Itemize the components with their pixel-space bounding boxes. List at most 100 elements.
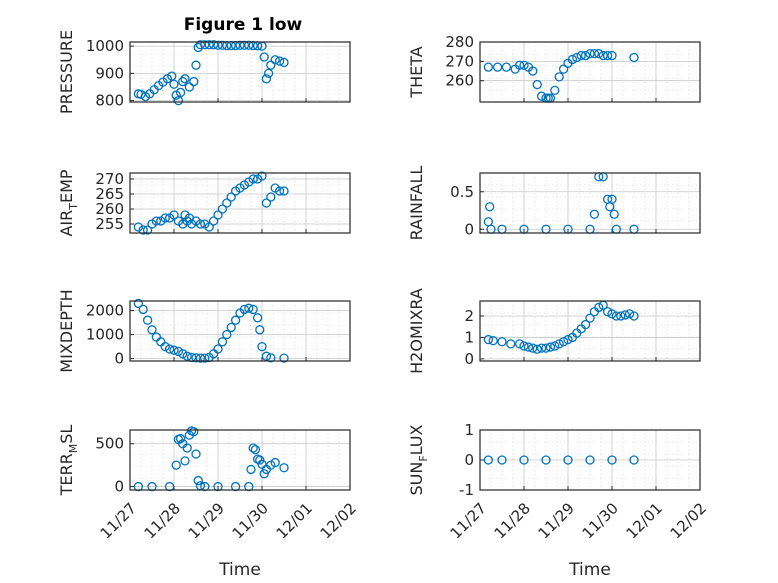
y-tick-label: 1 xyxy=(464,421,474,439)
data-point xyxy=(217,337,228,347)
data-point xyxy=(514,339,525,349)
figure-title: Figure 1 low xyxy=(184,15,303,35)
axes-frame xyxy=(129,300,351,362)
data-point xyxy=(191,60,201,70)
data-point xyxy=(270,457,280,468)
y-tick-label: 280 xyxy=(445,33,474,51)
data-point xyxy=(589,48,600,59)
data-point xyxy=(580,319,591,330)
data-point xyxy=(226,322,236,333)
axes-frame xyxy=(479,300,701,362)
data-point xyxy=(541,455,551,465)
x-tick-label: 11/27 xyxy=(97,499,140,542)
data-point xyxy=(602,307,613,317)
data-point xyxy=(182,443,192,453)
data-point xyxy=(138,304,148,315)
data-point xyxy=(602,50,613,61)
data-point xyxy=(519,341,529,351)
data-point xyxy=(248,174,258,184)
data-point xyxy=(182,351,192,361)
data-point xyxy=(169,345,179,355)
data-point xyxy=(620,310,630,320)
data-point xyxy=(594,302,604,313)
data-point xyxy=(270,55,280,65)
data-point xyxy=(519,60,529,70)
data-point xyxy=(589,209,600,219)
data-point xyxy=(580,50,591,61)
y-tick-label: 255 xyxy=(95,215,124,233)
y-tick-label: 260 xyxy=(445,72,474,90)
data-point xyxy=(506,339,516,349)
data-point xyxy=(259,52,269,62)
data-point xyxy=(488,335,498,346)
data-point xyxy=(222,198,232,208)
y-tick-label: 270 xyxy=(445,52,474,70)
data-point xyxy=(217,40,228,50)
y-tick-label: 500 xyxy=(95,435,124,453)
data-point xyxy=(607,455,617,465)
y-tick-label: 0 xyxy=(114,350,124,368)
data-point xyxy=(585,313,595,323)
x-axis-label: Time xyxy=(218,560,261,580)
data-point xyxy=(175,87,186,98)
axes-frame xyxy=(129,429,351,491)
x-tick-label: 11/27 xyxy=(447,499,490,542)
data-point xyxy=(180,456,190,466)
data-point xyxy=(279,186,289,196)
data-point xyxy=(536,91,547,101)
y-tick-label: 0 xyxy=(464,350,474,368)
data-point xyxy=(528,343,538,353)
data-point xyxy=(523,342,534,352)
y-axis-label: H2OMIXRA xyxy=(407,288,426,374)
y-axis-label: PRESSURE xyxy=(57,30,76,114)
data-point xyxy=(173,95,184,106)
axes-frame xyxy=(479,429,701,491)
data-point xyxy=(250,445,261,455)
data-point xyxy=(133,222,144,232)
data-point xyxy=(248,443,258,453)
data-point xyxy=(598,50,608,61)
data-point xyxy=(164,344,175,354)
y-axis-label: SUNFLUX xyxy=(407,424,430,495)
x-tick-label: 11/30 xyxy=(229,499,272,542)
data-point xyxy=(519,455,529,465)
x-tick-label: 11/29 xyxy=(185,499,228,542)
data-point xyxy=(536,343,547,353)
data-point xyxy=(274,186,285,196)
data-point xyxy=(263,68,274,79)
data-point xyxy=(261,198,272,208)
data-point xyxy=(609,209,619,219)
data-point xyxy=(217,204,228,214)
data-point xyxy=(492,62,503,72)
subplot-4: 0 1000 2000 MIXDEPTH xyxy=(57,289,351,373)
y-tick-label: 1 xyxy=(464,328,474,346)
data-point xyxy=(204,40,214,50)
data-point xyxy=(151,216,162,226)
subplot-5: 0 1 2 H2OMIXRA xyxy=(407,288,701,374)
data-point xyxy=(160,341,170,352)
data-point xyxy=(567,54,578,65)
data-point xyxy=(501,62,512,72)
data-point xyxy=(167,71,177,81)
data-point xyxy=(257,171,267,181)
data-point xyxy=(230,315,241,325)
data-point xyxy=(213,210,223,220)
axes-background xyxy=(480,42,700,102)
data-point xyxy=(607,309,617,319)
data-point xyxy=(576,50,586,61)
data-point xyxy=(222,329,232,340)
axes-background xyxy=(480,173,700,233)
subplot-6: 0 500 TERRMSL 11/27 11/28 11/29 11/30 12/01 12/0… xyxy=(57,425,360,580)
data-point xyxy=(195,353,206,363)
axes-frame xyxy=(479,172,701,234)
data-point xyxy=(189,76,199,87)
data-point xyxy=(611,311,622,321)
y-tick-label: 2000 xyxy=(86,302,124,320)
data-point xyxy=(171,460,181,470)
data-point xyxy=(213,344,223,354)
data-point xyxy=(279,57,289,68)
data-point xyxy=(195,40,206,50)
data-point xyxy=(528,66,538,76)
